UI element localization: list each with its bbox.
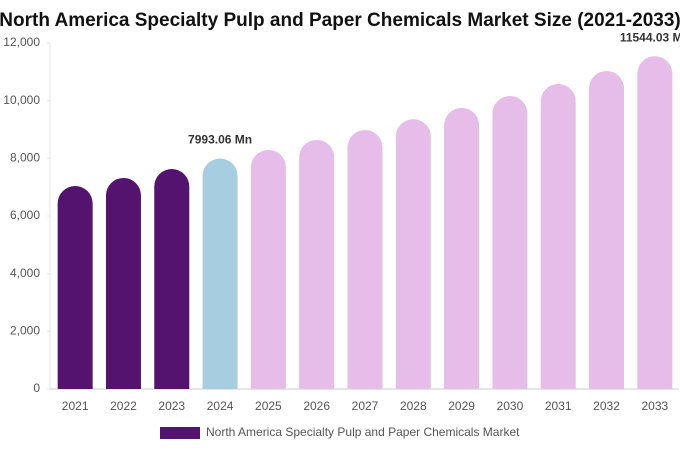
x-tick-label: 2028 [400, 399, 427, 413]
bar [395, 119, 431, 390]
value-label: 11544.03 Mn [620, 30, 680, 44]
bar [444, 107, 480, 389]
y-tick-label: 6,000 [10, 208, 40, 222]
chart-title: North America Specialty Pulp and Paper C… [0, 10, 680, 31]
legend-label: North America Specialty Pulp and Paper C… [206, 425, 520, 439]
x-tick-label: 2025 [255, 399, 282, 413]
bar [57, 186, 93, 389]
y-tick-label: 12,000 [3, 35, 40, 49]
x-tick-label: 2026 [303, 399, 330, 413]
bar [250, 149, 286, 389]
x-tick-label: 2023 [158, 399, 185, 413]
x-tick-label: 2024 [207, 399, 234, 413]
y-tick-label: 2,000 [10, 324, 40, 338]
x-tick-label: 2030 [497, 399, 524, 413]
y-tick-label: 8,000 [10, 151, 40, 165]
bar [347, 130, 383, 389]
bar [589, 70, 625, 390]
x-tick-label: 2027 [352, 399, 379, 413]
bar [637, 56, 673, 390]
x-tick-label: 2029 [448, 399, 475, 413]
x-tick-label: 2022 [110, 399, 137, 413]
bar [299, 139, 335, 389]
x-tick-label: 2031 [545, 399, 572, 413]
y-tick-label: 0 [33, 381, 40, 395]
legend-swatch [160, 427, 200, 439]
bar [202, 158, 238, 389]
bar [105, 177, 141, 389]
bar [154, 169, 190, 389]
y-tick-label: 10,000 [3, 93, 40, 107]
bar [540, 83, 576, 390]
x-tick-label: 2021 [62, 399, 89, 413]
bar [492, 96, 528, 390]
x-tick-label: 2033 [641, 399, 668, 413]
value-label: 7993.06 Mn [188, 133, 252, 147]
x-tick-label: 2032 [593, 399, 620, 413]
y-tick-label: 4,000 [10, 266, 40, 280]
